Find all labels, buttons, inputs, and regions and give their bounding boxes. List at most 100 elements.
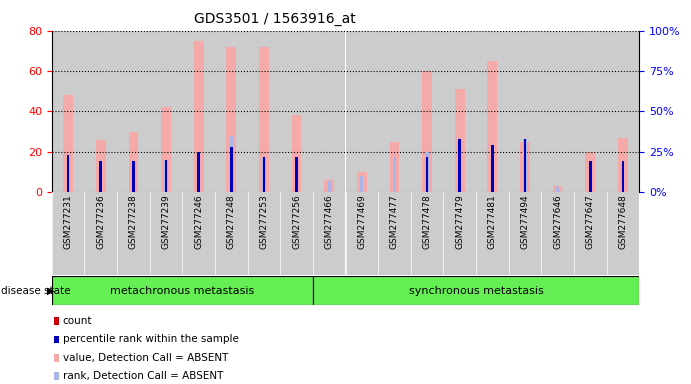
Bar <box>295 157 298 192</box>
Bar <box>607 31 639 192</box>
Bar <box>589 165 592 192</box>
Bar <box>324 180 334 192</box>
Bar <box>66 155 70 192</box>
Bar <box>132 161 135 192</box>
Text: disease state: disease state <box>1 286 70 296</box>
Bar <box>164 160 167 192</box>
Bar <box>197 152 200 192</box>
Text: GSM277481: GSM277481 <box>488 194 497 249</box>
Bar <box>259 47 269 192</box>
Bar <box>67 155 69 192</box>
Bar <box>247 192 281 275</box>
Text: ▶: ▶ <box>47 286 55 296</box>
Bar <box>553 186 562 192</box>
Bar <box>117 192 150 275</box>
Text: GSM277479: GSM277479 <box>455 194 464 249</box>
Text: GSM277238: GSM277238 <box>129 194 138 249</box>
Text: GSM277236: GSM277236 <box>96 194 105 249</box>
Bar <box>117 31 150 192</box>
Bar <box>360 176 363 192</box>
Text: GSM277478: GSM277478 <box>423 194 432 249</box>
Bar <box>229 136 233 192</box>
Bar <box>215 192 247 275</box>
Bar <box>520 142 530 192</box>
Bar <box>458 139 461 192</box>
Bar <box>444 192 476 275</box>
Bar <box>100 161 102 192</box>
Bar <box>215 31 247 192</box>
Bar <box>509 31 541 192</box>
Bar <box>281 31 313 192</box>
Text: synchronous metastasis: synchronous metastasis <box>408 286 543 296</box>
Bar <box>541 31 574 192</box>
Bar <box>607 192 639 275</box>
Bar <box>476 31 509 192</box>
Bar <box>390 142 399 192</box>
Bar <box>99 161 102 192</box>
Bar <box>263 157 265 192</box>
Bar <box>621 161 624 192</box>
Bar <box>182 31 215 192</box>
Bar <box>444 31 476 192</box>
Bar <box>556 187 559 192</box>
Text: GSM277469: GSM277469 <box>357 194 366 249</box>
Bar <box>84 31 117 192</box>
Bar <box>509 192 541 275</box>
Bar <box>426 152 428 192</box>
Bar <box>313 31 346 192</box>
Bar <box>541 192 574 275</box>
Text: value, Detection Call = ABSENT: value, Detection Call = ABSENT <box>63 353 228 363</box>
Text: GDS3501 / 1563916_at: GDS3501 / 1563916_at <box>194 12 356 25</box>
Bar <box>328 181 331 192</box>
Bar <box>227 47 236 192</box>
Bar <box>378 192 410 275</box>
Text: GSM277466: GSM277466 <box>325 194 334 249</box>
Bar <box>524 139 527 192</box>
Bar <box>230 147 233 192</box>
Bar <box>589 161 591 192</box>
Bar <box>585 152 595 192</box>
Bar <box>455 89 464 192</box>
Bar <box>295 157 299 192</box>
Bar <box>458 139 462 192</box>
Bar <box>487 61 498 192</box>
Text: GSM277648: GSM277648 <box>618 194 627 249</box>
Bar <box>64 95 73 192</box>
Text: GSM277246: GSM277246 <box>194 194 203 249</box>
Bar <box>52 31 84 192</box>
Text: rank, Detection Call = ABSENT: rank, Detection Call = ABSENT <box>63 371 223 381</box>
Bar <box>426 157 428 192</box>
Bar <box>523 139 527 192</box>
Text: GSM277647: GSM277647 <box>586 194 595 249</box>
Bar <box>574 192 607 275</box>
Text: GSM277256: GSM277256 <box>292 194 301 249</box>
Text: GSM277477: GSM277477 <box>390 194 399 249</box>
Bar <box>55 354 59 362</box>
Bar <box>84 192 117 275</box>
Bar <box>621 161 625 192</box>
Bar <box>410 192 444 275</box>
Bar <box>193 41 204 192</box>
Bar <box>313 192 346 275</box>
Text: count: count <box>63 316 93 326</box>
Bar <box>476 192 509 275</box>
Bar <box>292 115 301 192</box>
Text: GSM277253: GSM277253 <box>259 194 268 249</box>
Bar <box>198 152 200 192</box>
Bar <box>346 192 378 275</box>
Text: GSM277646: GSM277646 <box>553 194 562 249</box>
Bar <box>378 31 410 192</box>
Bar <box>574 31 607 192</box>
Text: percentile rank within the sample: percentile rank within the sample <box>63 334 238 344</box>
Bar <box>182 192 215 275</box>
Bar <box>491 145 494 192</box>
Bar <box>346 31 378 192</box>
Bar <box>150 31 182 192</box>
Bar <box>55 372 59 380</box>
Bar <box>164 160 168 192</box>
Bar <box>129 131 138 192</box>
Bar <box>313 276 639 305</box>
Bar <box>52 276 313 305</box>
Bar <box>422 71 432 192</box>
Bar <box>55 336 59 343</box>
